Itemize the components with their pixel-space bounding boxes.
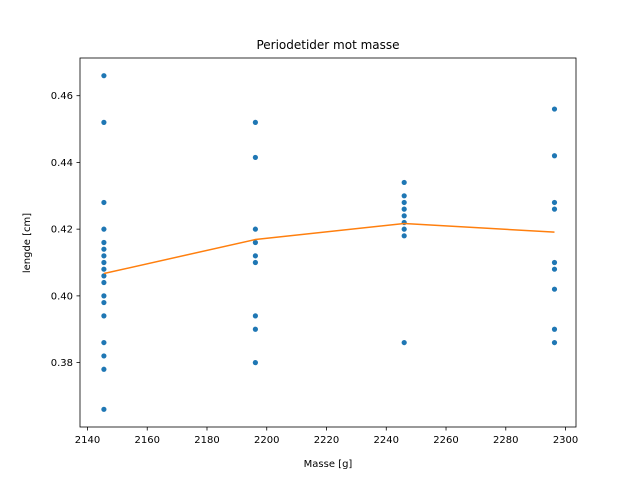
scatter-point (252, 226, 258, 232)
scatter-point (101, 259, 107, 266)
scatter-point (101, 299, 107, 306)
y-tick-label: 0.40 (51, 291, 73, 302)
scatter-point (252, 119, 258, 125)
scatter-point (551, 266, 558, 272)
y-tick-label: 0.44 (51, 158, 73, 169)
scatter-point (401, 179, 407, 186)
scatter-point (101, 406, 107, 412)
scatter-point (101, 366, 107, 372)
scatter-point (401, 199, 407, 206)
scatter-point (252, 154, 258, 161)
scatter-point (101, 253, 107, 259)
x-axis-label: Masse [g] (304, 459, 353, 470)
plot-area (101, 73, 558, 412)
y-tick-label: 0.46 (51, 91, 73, 102)
scatter-point (252, 313, 258, 319)
y-tick-label: 0.42 (51, 225, 73, 236)
mean-line (103, 222, 555, 275)
x-tick-label: 2220 (314, 435, 339, 446)
scatter-point (551, 326, 558, 332)
scatter-point (401, 339, 407, 346)
axes-frame (79, 57, 577, 428)
y-tick-label: 0.38 (51, 358, 73, 369)
scatter-point (551, 339, 558, 346)
scatter-point (551, 199, 558, 206)
scatter-point (101, 199, 107, 206)
x-axis: 2140 2160 2180 2200 2220 2240 2260 2280 2300 (75, 427, 578, 446)
x-tick-label: 2180 (194, 435, 219, 446)
scatter-point (101, 353, 107, 359)
x-tick-label: 2200 (254, 435, 279, 446)
scatter-point (401, 233, 407, 239)
scatter-point (401, 193, 407, 199)
scatter-point (101, 73, 107, 79)
scatter-point (101, 273, 107, 279)
chart-title: Periodetider mot masse (256, 38, 399, 52)
x-tick-label: 2300 (553, 435, 578, 446)
x-tick-label: 2280 (493, 435, 518, 446)
x-tick-label: 2260 (433, 435, 458, 446)
x-tick-label: 2240 (374, 435, 399, 446)
scatter-point (101, 119, 107, 125)
scatter-point (101, 313, 107, 319)
scatter-point (551, 153, 558, 159)
scatter-point (101, 239, 107, 246)
y-axis: 0.38 0.40 0.42 0.44 0.46 (51, 91, 80, 369)
scatter-point (101, 339, 107, 346)
scatter-point (252, 253, 258, 259)
scatter-point (101, 226, 107, 232)
scatter-point (252, 259, 258, 266)
x-tick-label: 2140 (75, 435, 100, 446)
scatter-point (252, 326, 258, 332)
scatter-point (101, 246, 107, 252)
scatter-point (401, 206, 407, 212)
scatter-point (101, 293, 107, 299)
scatter-point (551, 259, 558, 266)
scatter-point (101, 266, 107, 272)
scatter-point (551, 106, 558, 112)
scatter-point (401, 213, 407, 219)
scatter-point (401, 226, 407, 232)
scatter-point (551, 206, 558, 212)
scatter-point (101, 279, 107, 286)
x-tick-label: 2160 (135, 435, 160, 446)
scatter-point (252, 239, 258, 246)
y-axis-label: lengde [cm] (22, 213, 33, 273)
scatter-point (551, 286, 558, 292)
scatter-point (252, 360, 258, 366)
